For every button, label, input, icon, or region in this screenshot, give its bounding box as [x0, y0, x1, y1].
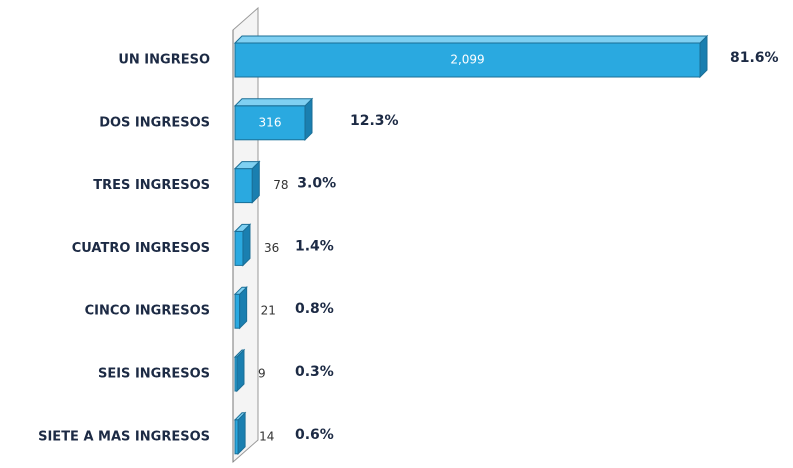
- bar-top: [233, 286, 248, 295]
- count-label: 316: [259, 115, 282, 129]
- bar-top: [233, 223, 252, 232]
- bar: [234, 230, 244, 266]
- count-label: 14: [259, 429, 274, 443]
- category-label: TRES INGRESOS: [93, 178, 210, 193]
- category-label: SIETE A MAS INGRESOS: [38, 429, 210, 444]
- count-label: 78: [273, 178, 288, 192]
- percent-label: 0.3%: [295, 364, 334, 380]
- bar: [234, 168, 253, 204]
- bar-top: [233, 161, 261, 170]
- bar: [234, 42, 701, 78]
- bar: [234, 105, 306, 141]
- percent-label: 0.6%: [295, 427, 334, 443]
- percent-label: 12.3%: [350, 113, 399, 129]
- count-label: 9: [258, 367, 266, 381]
- bar-top: [233, 98, 314, 107]
- category-label: UN INGRESO: [118, 53, 210, 68]
- bar: [234, 293, 241, 329]
- count-label: 2,099: [450, 53, 484, 67]
- category-label: SEIS INGRESOS: [98, 367, 210, 382]
- category-label: CUATRO INGRESOS: [72, 241, 210, 256]
- count-label: 21: [261, 304, 276, 318]
- bar-top: [233, 349, 246, 358]
- category-label: CINCO INGRESOS: [85, 304, 210, 319]
- percent-label: 3.0%: [297, 176, 336, 192]
- count-label: 36: [264, 241, 279, 255]
- bar-top: [233, 412, 247, 421]
- category-label: DOS INGRESOS: [99, 115, 210, 130]
- percent-label: 0.8%: [295, 301, 334, 317]
- bar-top: [233, 35, 709, 44]
- percent-label: 81.6%: [730, 50, 779, 66]
- percent-label: 1.4%: [295, 238, 334, 254]
